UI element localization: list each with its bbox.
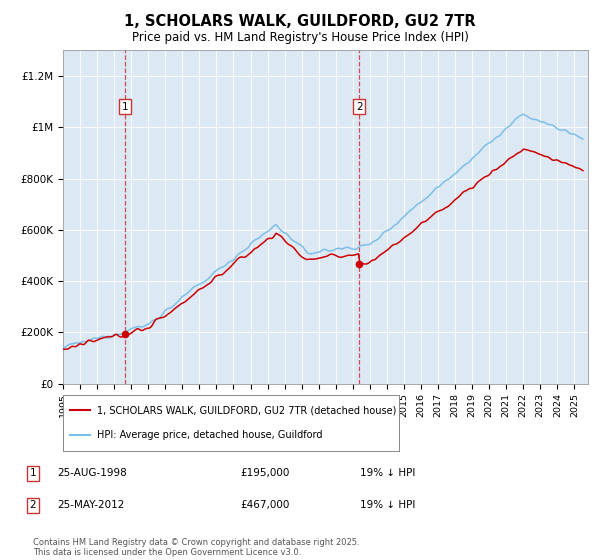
Text: £467,000: £467,000	[240, 500, 289, 510]
Text: £195,000: £195,000	[240, 468, 289, 478]
Text: 2: 2	[29, 500, 37, 510]
Text: 2: 2	[356, 102, 362, 112]
Text: 1, SCHOLARS WALK, GUILDFORD, GU2 7TR (detached house): 1, SCHOLARS WALK, GUILDFORD, GU2 7TR (de…	[97, 405, 396, 416]
Text: 19% ↓ HPI: 19% ↓ HPI	[360, 500, 415, 510]
Text: 25-AUG-1998: 25-AUG-1998	[57, 468, 127, 478]
Text: HPI: Average price, detached house, Guildford: HPI: Average price, detached house, Guil…	[97, 430, 322, 440]
Text: Contains HM Land Registry data © Crown copyright and database right 2025.
This d: Contains HM Land Registry data © Crown c…	[33, 538, 359, 557]
Text: Price paid vs. HM Land Registry's House Price Index (HPI): Price paid vs. HM Land Registry's House …	[131, 31, 469, 44]
Text: 25-MAY-2012: 25-MAY-2012	[57, 500, 124, 510]
Text: 19% ↓ HPI: 19% ↓ HPI	[360, 468, 415, 478]
Text: 1, SCHOLARS WALK, GUILDFORD, GU2 7TR: 1, SCHOLARS WALK, GUILDFORD, GU2 7TR	[124, 14, 476, 29]
Text: 1: 1	[29, 468, 37, 478]
Text: 1: 1	[122, 102, 128, 112]
